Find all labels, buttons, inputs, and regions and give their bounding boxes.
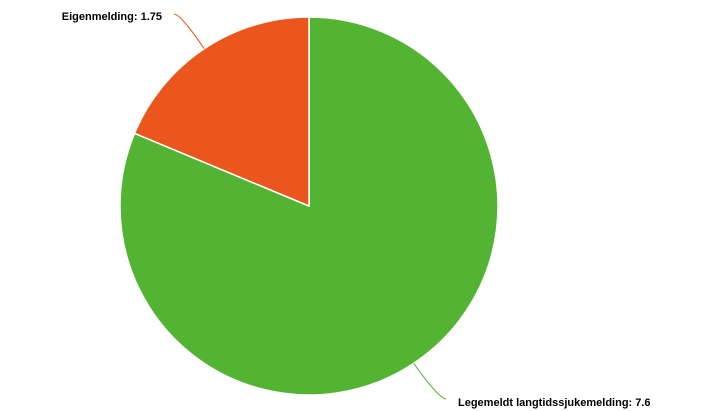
connectors-layer	[173, 13, 447, 400]
data-label-eigenmelding: Eigenmelding: 1.75	[62, 11, 162, 23]
connector-line-legemeldt-langtidssjukemelding	[413, 363, 447, 400]
pie-slice-eigenmelding	[133, 16, 310, 207]
labels-layer: Legemeldt langtidssjukemelding: 7.6 Eigen…	[62, 11, 651, 409]
data-label-legemeldt-langtidssjukemelding: Legemeldt langtidssjukemelding: 7.6	[458, 397, 651, 409]
slices-layer	[119, 16, 499, 396]
connector-line-eigenmelding	[173, 13, 205, 49]
